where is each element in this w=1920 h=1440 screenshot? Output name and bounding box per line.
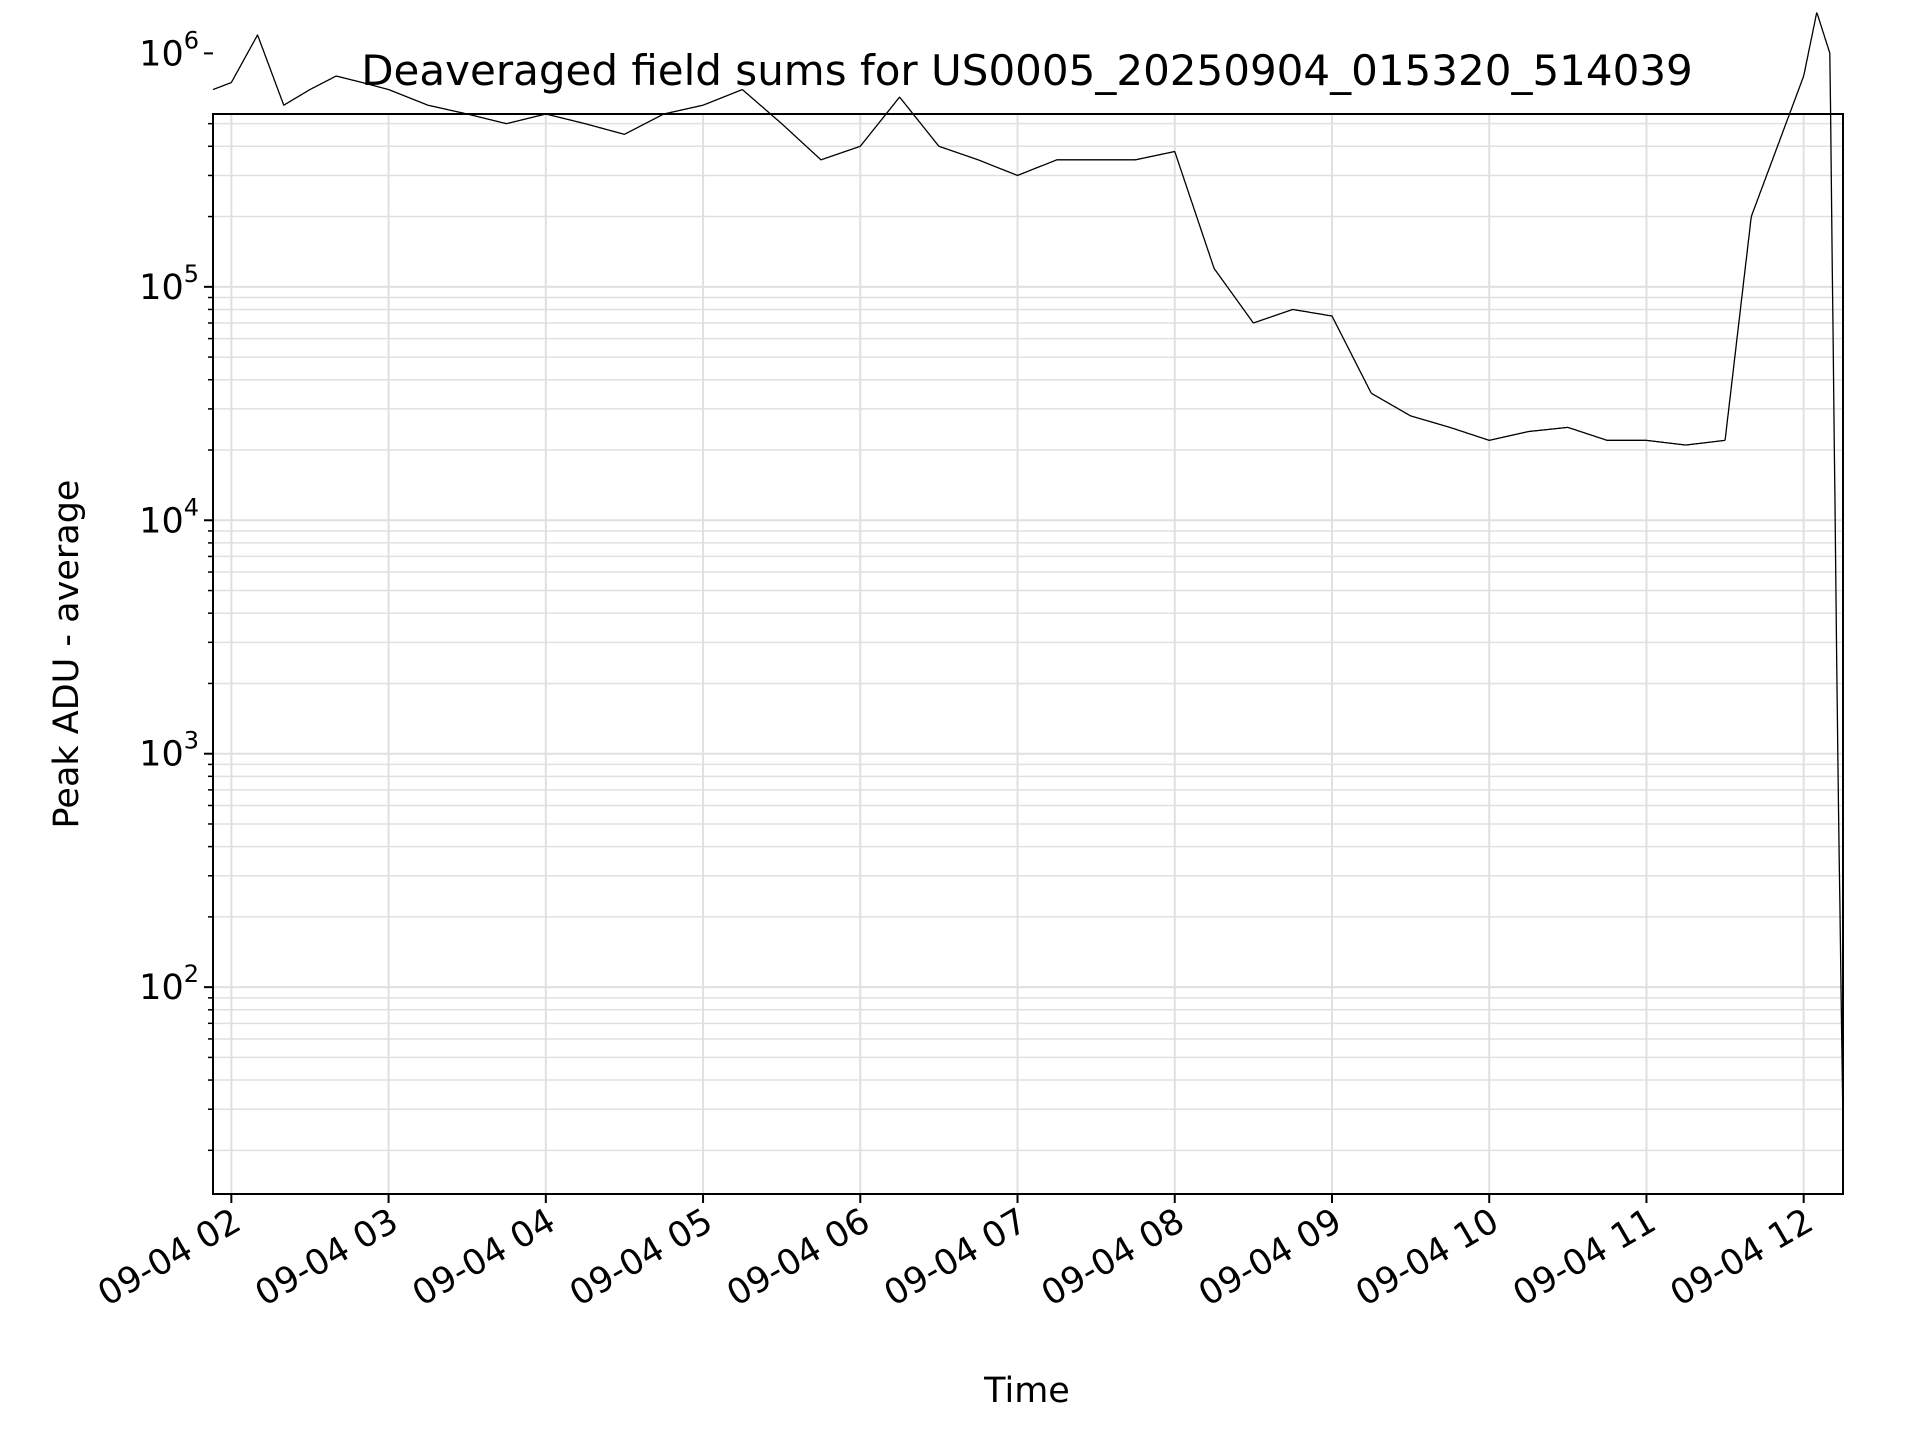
y-tick-label: 102: [139, 960, 199, 1008]
y-tick-label: 103: [139, 727, 199, 775]
y-tick-label: 106: [139, 26, 199, 74]
y-axis-label: Peak ADU - average: [47, 480, 87, 829]
grid-layer: [213, 114, 1843, 1194]
plot-area-frame: [212, 113, 1844, 1195]
series-line: [212, 12, 1844, 1128]
data-layer: [212, 12, 1844, 1128]
y-tick-label: 105: [139, 260, 199, 308]
y-tick-label: 104: [139, 493, 199, 541]
x-axis-label: Time: [983, 1371, 1070, 1411]
chart-title: Deaveraged field sums for US0005_2025090…: [361, 46, 1693, 95]
